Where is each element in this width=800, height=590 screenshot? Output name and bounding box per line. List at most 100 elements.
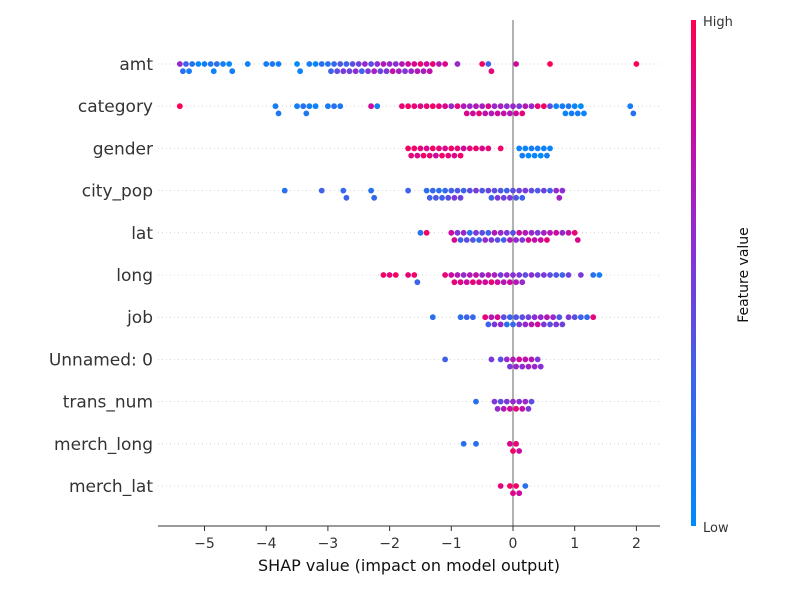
data-point xyxy=(488,194,495,201)
data-point xyxy=(516,321,523,328)
data-point xyxy=(448,103,455,110)
data-point xyxy=(494,110,501,117)
data-point xyxy=(553,229,560,236)
data-point xyxy=(497,229,504,236)
data-point xyxy=(448,229,455,236)
x-tick-label: −5 xyxy=(194,536,215,552)
data-point xyxy=(395,68,402,75)
data-point xyxy=(525,363,532,370)
data-point xyxy=(476,279,482,286)
data-point xyxy=(423,61,430,67)
data-point xyxy=(485,145,492,152)
data-point xyxy=(500,314,507,321)
data-point xyxy=(454,61,461,67)
x-tick-label: −2 xyxy=(379,536,400,552)
data-point xyxy=(507,405,513,412)
data-point xyxy=(485,272,492,278)
data-point xyxy=(507,314,513,321)
data-point xyxy=(195,61,202,67)
data-point xyxy=(411,145,418,152)
data-point xyxy=(460,440,467,447)
data-point xyxy=(439,152,445,159)
data-point xyxy=(503,272,510,278)
data-point xyxy=(559,229,566,236)
data-point xyxy=(454,145,461,152)
data-point xyxy=(540,103,547,110)
data-point xyxy=(510,103,516,110)
data-point xyxy=(507,483,513,489)
data-point xyxy=(306,103,313,110)
data-point xyxy=(411,103,418,110)
data-point xyxy=(507,440,513,447)
data-point xyxy=(386,61,393,67)
data-point xyxy=(457,279,464,286)
data-point xyxy=(491,187,498,194)
data-point xyxy=(460,103,467,110)
feature-label: lat xyxy=(131,224,153,244)
data-point xyxy=(229,68,236,75)
data-point xyxy=(352,68,359,75)
data-point xyxy=(371,194,378,201)
data-points xyxy=(176,61,640,497)
data-point xyxy=(454,229,461,236)
data-point xyxy=(482,110,489,117)
data-point xyxy=(176,61,183,67)
data-point xyxy=(565,314,572,321)
data-point xyxy=(337,61,344,67)
data-point xyxy=(454,272,461,278)
data-point xyxy=(469,279,476,286)
data-point xyxy=(528,321,535,328)
data-point xyxy=(534,272,541,278)
data-point xyxy=(300,103,307,110)
data-point xyxy=(429,103,436,110)
data-point xyxy=(442,103,449,110)
data-point xyxy=(559,321,566,328)
data-point xyxy=(442,145,449,152)
data-point xyxy=(528,229,535,236)
data-point xyxy=(457,314,464,321)
data-point xyxy=(503,356,510,363)
data-point xyxy=(522,321,529,328)
data-point xyxy=(534,103,541,110)
data-point xyxy=(429,314,436,321)
data-point xyxy=(488,237,495,243)
data-point xyxy=(318,187,325,194)
feature-label: merch_long xyxy=(54,435,153,455)
data-point xyxy=(457,237,464,243)
data-point xyxy=(306,61,313,67)
data-point xyxy=(500,194,507,201)
data-point xyxy=(519,194,526,201)
data-point xyxy=(537,237,544,243)
data-point xyxy=(494,405,501,412)
data-point xyxy=(482,237,489,243)
colorbar-low-label: Low xyxy=(703,521,729,536)
data-point xyxy=(503,398,510,405)
data-point xyxy=(448,272,455,278)
data-point xyxy=(383,68,390,75)
data-point xyxy=(473,272,479,278)
data-point xyxy=(457,194,464,201)
data-point xyxy=(531,314,538,321)
data-point xyxy=(630,110,637,117)
data-point xyxy=(201,61,208,67)
data-point xyxy=(275,61,282,67)
data-point xyxy=(513,237,519,243)
data-point xyxy=(540,145,547,152)
data-point xyxy=(466,103,473,110)
data-point xyxy=(405,187,412,194)
data-point xyxy=(414,279,421,286)
data-point xyxy=(553,272,560,278)
data-point xyxy=(485,103,492,110)
x-axis: −5 −4 −3 −2 −1 0 1 2 xyxy=(158,525,660,552)
data-point xyxy=(346,68,353,75)
data-point xyxy=(180,68,186,75)
data-point xyxy=(473,440,479,447)
data-point xyxy=(497,398,504,405)
data-point xyxy=(466,229,473,236)
data-point xyxy=(503,229,510,236)
feature-label: trans_num xyxy=(63,393,153,413)
data-point xyxy=(540,272,547,278)
data-point xyxy=(362,61,368,67)
data-point xyxy=(497,103,504,110)
data-point xyxy=(522,103,529,110)
